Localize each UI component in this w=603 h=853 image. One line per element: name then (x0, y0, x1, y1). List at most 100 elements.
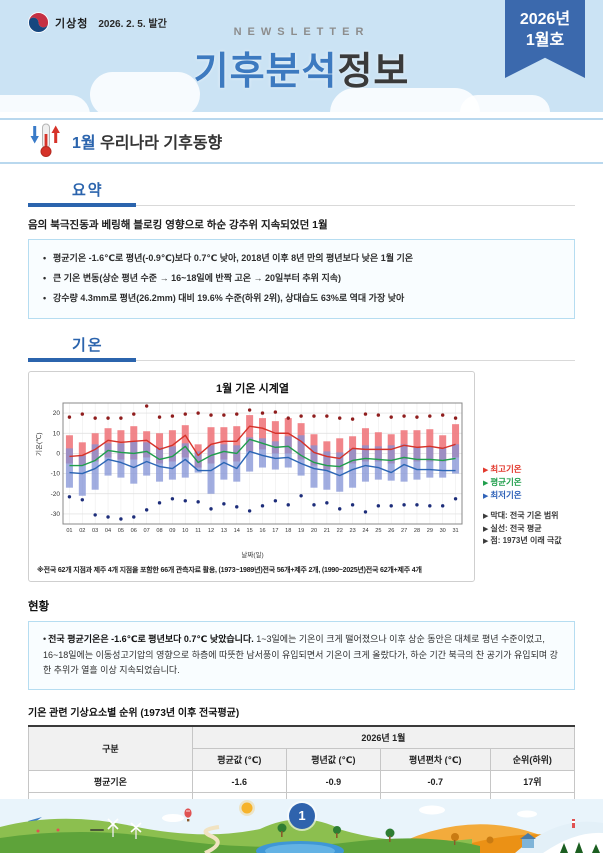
svg-text:14: 14 (234, 528, 240, 534)
svg-text:26: 26 (388, 528, 394, 534)
status-bullet-mark: • (43, 633, 47, 644)
page-number-badge: 1 (289, 803, 315, 829)
summary-lead: 음의 북극진동과 베링해 블로킹 영향으로 하순 강추위 지속되었던 1월 (28, 219, 328, 231)
col-header-category: 구분 (28, 725, 193, 772)
col-header-anomaly: 평년편차 (℃) (379, 748, 491, 772)
svg-text:13: 13 (221, 528, 227, 534)
legend-note-bar: 막대: 전국 기온 범위 (483, 510, 575, 523)
svg-text:06: 06 (131, 528, 137, 534)
cloud-decoration (0, 95, 90, 112)
svg-text:-30: -30 (51, 511, 61, 518)
svg-text:29: 29 (427, 528, 433, 534)
svg-text:-20: -20 (51, 491, 61, 498)
kma-taegeuk-logo (28, 12, 49, 33)
header: 기상청 2026. 2. 5. 발간 NEWSLETTER 기후분석정보 202… (0, 0, 603, 112)
legend-max-temp: 최고기온 (483, 463, 575, 476)
svg-text:17: 17 (272, 528, 278, 534)
table-header-row-2: 평균값 (℃) 평년값 (℃) 평년편차 (℃) 순위(하위) (29, 748, 576, 772)
svg-text:31: 31 (452, 528, 458, 534)
svg-text:0: 0 (56, 450, 60, 457)
row-label: 평균기온 (28, 770, 193, 794)
band-title-text: 우리나라 기후동향 (95, 135, 223, 152)
svg-text:16: 16 (259, 528, 265, 534)
svg-text:23: 23 (349, 528, 355, 534)
agency-brand: 기상청 2026. 2. 5. 발간 (28, 12, 167, 33)
cell-rank: 17위 (489, 770, 576, 794)
svg-text:02: 02 (79, 528, 85, 534)
temperature-section-head: 기온 (28, 334, 575, 362)
issue-year: 2026년 (519, 11, 571, 28)
rank-table-title: 기온 관련 기상요소별 순위 (1973년 이후 전국평균) (28, 708, 240, 720)
svg-text:21: 21 (324, 528, 330, 534)
content: 요약 음의 북극진동과 베링해 블로킹 영향으로 하순 강추위 지속되었던 1월… (0, 179, 603, 853)
svg-text:25: 25 (375, 528, 381, 534)
band-month: 1월 (72, 135, 96, 152)
summary-bullet: 강수량 4.3mm로 평년(26.2mm) 대비 19.6% 수준(하위 2위)… (43, 289, 560, 309)
svg-text:19: 19 (298, 528, 304, 534)
chart-title: 1월 기온 시계열 (216, 382, 289, 395)
table-header-row-1: 구분 2026년 1월 (28, 725, 576, 772)
title-part-blue: 기후분석 (193, 51, 338, 93)
col-header-normal: 평년값 (℃) (285, 748, 381, 772)
summary-box: 평균기온 -1.6℃로 평년(-0.9℃)보다 0.7℃ 낮아, 2018년 이… (28, 239, 575, 319)
agency-name: 기상청 (55, 17, 89, 30)
section-band: 1월 우리나라 기후동향 (0, 118, 603, 164)
table-row: 평균기온 -1.6 -0.9 -0.7 17위 (28, 770, 576, 794)
seasons-landscape (0, 799, 603, 853)
summary-bullet: 평균기온 -1.6℃로 평년(-0.9℃)보다 0.7℃ 낮아, 2018년 이… (43, 249, 560, 269)
summary-rule (28, 203, 575, 207)
svg-text:27: 27 (401, 528, 407, 534)
status-heading: 현황 (28, 600, 50, 613)
svg-text:09: 09 (169, 528, 175, 534)
svg-text:03: 03 (92, 528, 98, 534)
legend-min-temp: 최저기온 (483, 489, 575, 502)
svg-text:20: 20 (311, 528, 317, 534)
svg-text:01: 01 (66, 528, 72, 534)
chart-row: 1월 기온 시계열 기온(℃) -30 -20 -10 0 10 20 01 02 03 04 05… (28, 370, 575, 582)
cell-anomaly: -0.7 (379, 770, 491, 794)
summary-heading: 요약 (72, 182, 104, 199)
publish-date: 2026. 2. 5. 발간 (98, 19, 167, 30)
issue-month: 1월호 (525, 31, 565, 49)
section-band-title: 1월 우리나라 기후동향 (72, 129, 222, 153)
svg-text:12: 12 (208, 528, 214, 534)
cloud-decoration (460, 95, 550, 112)
col-header-rank: 순위(하위) (489, 748, 576, 772)
svg-text:08: 08 (156, 528, 162, 534)
thermometer-icon (30, 123, 60, 157)
chart-legend: 최고기온 평균기온 최저기온 막대: 전국 기온 범위 실선: 전국 평균 점:… (483, 463, 575, 548)
masthead: NEWSLETTER 기후분석정보 (0, 26, 603, 95)
chart-area: 기온(℃) -30 -20 -10 0 10 20 01 02 03 04 05 06 07 08 09 10… (36, 398, 468, 559)
temperature-rule (28, 357, 575, 362)
svg-text:-10: -10 (51, 470, 61, 477)
temperature-chart-box: 1월 기온 시계열 기온(℃) -30 -20 -10 0 10 20 01 02 03 04 05… (28, 370, 475, 582)
svg-text:07: 07 (144, 528, 150, 534)
svg-text:22: 22 (337, 528, 343, 534)
col-header-avg: 평균값 (℃) (191, 748, 287, 772)
cell-normal: -0.9 (285, 770, 381, 794)
svg-text:11: 11 (195, 528, 201, 534)
svg-text:30: 30 (440, 528, 446, 534)
svg-text:04: 04 (105, 528, 111, 534)
newsletter-label: NEWSLETTER (233, 26, 370, 38)
cell-avg: -1.6 (191, 770, 287, 794)
svg-text:24: 24 (362, 528, 368, 534)
summary-bullet: 큰 기온 변동(상순 평년 수준 → 16~18일에 반짝 고온 → 20일부터… (43, 269, 560, 289)
status-body: 1~3일에는 기온이 크게 떨어졌으나 이후 상순 동안은 대체로 평년 수준이… (43, 633, 558, 676)
svg-text:28: 28 (414, 528, 420, 534)
legend-avg-temp: 평균기온 (483, 476, 575, 489)
chart-y-axis-label: 기온(℃) (36, 432, 43, 456)
svg-text:18: 18 (285, 528, 291, 534)
svg-text:10: 10 (182, 528, 188, 534)
col-group-header: 2026년 1월 (191, 725, 576, 750)
page-title: 기후분석정보 (0, 40, 603, 95)
status-lead: 전국 평균기온은 -1.6℃로 평년보다 0.7℃ 낮았습니다. (48, 633, 254, 644)
cloud-decoration (330, 88, 480, 112)
temperature-timeseries-chart: -30 -20 -10 0 10 20 01 02 03 04 05 06 07 08 09 10 11 12 13… (51, 402, 463, 534)
chart-x-axis-label: 날짜(일) (241, 551, 264, 559)
summary-section-head: 요약 (28, 179, 575, 207)
legend-note-dot: 점: 1973년 이래 극값 (483, 535, 575, 548)
chart-caption: ※전국 62개 지점과 제주 4개 지점을 포함한 66개 관측자료 활용, (… (37, 566, 422, 574)
temperature-heading: 기온 (72, 336, 104, 354)
